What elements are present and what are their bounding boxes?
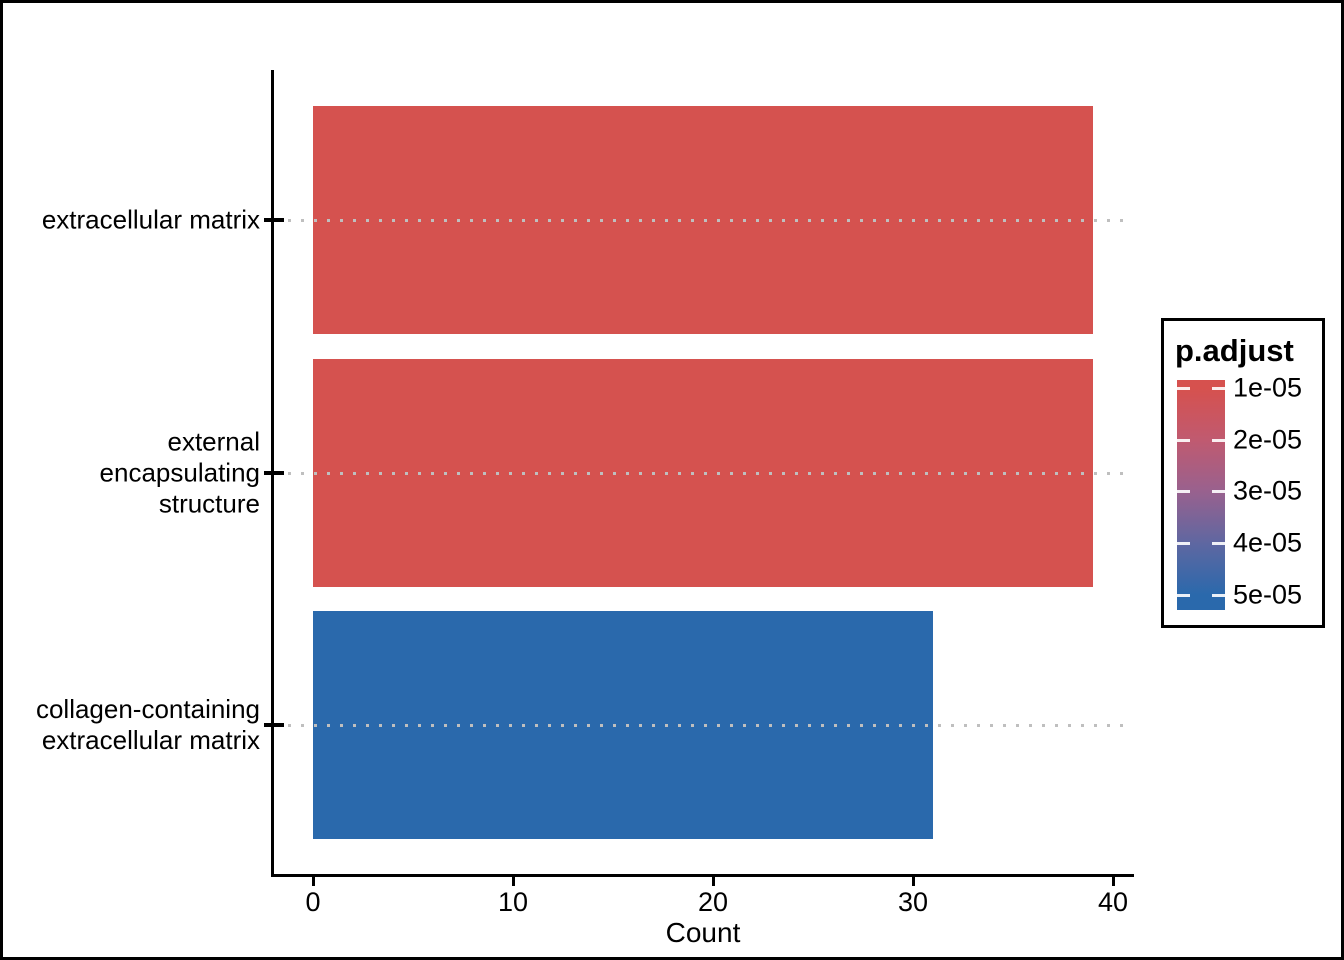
gridline: [275, 472, 1127, 475]
x-tick-mark: [1111, 877, 1115, 886]
legend-tick-label: 5e-05: [1233, 579, 1303, 610]
x-tick-label: 30: [897, 887, 929, 917]
legend-tick-mark: [1212, 387, 1225, 391]
x-tick-label: 40: [1097, 887, 1129, 917]
legend-tick-mark: [1177, 439, 1190, 443]
legend-tick-label: 3e-05: [1233, 475, 1303, 506]
x-axis-title: Count: [665, 917, 741, 948]
legend-tick-mark: [1212, 439, 1225, 443]
y-tick-label: extracellular matrix: [41, 204, 260, 235]
x-axis-line: [271, 874, 1134, 877]
legend-tick-label: 1e-05: [1233, 372, 1303, 403]
plot-panel: Count extracellular matrix external encap…: [3, 3, 1341, 957]
y-tick-mark: [264, 723, 284, 727]
y-tick-label: external encapsulating structure: [99, 426, 260, 519]
x-tick-mark: [711, 877, 715, 886]
legend-title: p.adjust: [1175, 333, 1294, 368]
legend-tick-label: 2e-05: [1233, 424, 1303, 455]
y-tick-label: collagen-containing extracellular matrix: [35, 694, 260, 755]
x-tick-label: 0: [305, 887, 321, 917]
legend-tick-mark: [1212, 594, 1225, 598]
x-tick-mark: [911, 877, 915, 886]
legend-tick-mark: [1177, 387, 1190, 391]
x-tick-label: 10: [497, 887, 529, 917]
legend-tick-mark: [1177, 594, 1190, 598]
gridline: [275, 219, 1127, 222]
legend-tick-mark: [1212, 542, 1225, 546]
gridline: [275, 724, 1127, 727]
x-tick-mark: [311, 877, 315, 886]
legend-tick-mark: [1177, 542, 1190, 546]
legend-tick-label: 4e-05: [1233, 527, 1303, 558]
y-tick-mark: [264, 471, 284, 475]
legend-gradient-bar: [1177, 380, 1225, 610]
legend-tick-mark: [1177, 490, 1190, 494]
legend-tick-mark: [1212, 490, 1225, 494]
x-tick-label: 20: [697, 887, 729, 917]
y-tick-mark: [264, 218, 284, 222]
x-tick-mark: [511, 877, 515, 886]
